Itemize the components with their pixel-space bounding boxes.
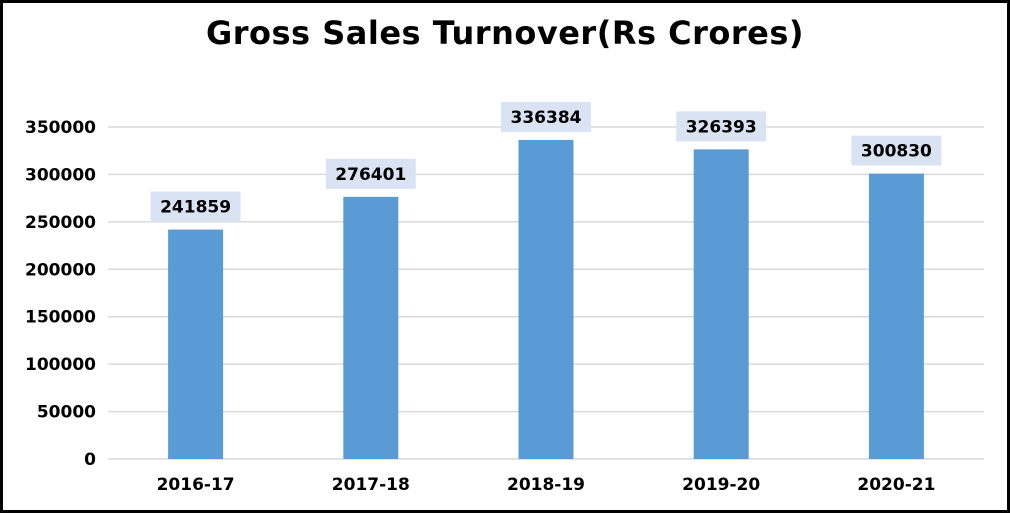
x-tick-label: 2019-20 [682, 475, 760, 495]
data-label-background [150, 191, 241, 222]
data-label: 326393 [686, 117, 757, 137]
y-tick-label: 100000 [25, 355, 96, 375]
bar [518, 139, 574, 459]
x-tick-label: 2020-21 [857, 475, 935, 495]
data-label: 241859 [160, 198, 231, 218]
data-label-background [501, 101, 591, 132]
bar [343, 196, 399, 459]
y-tick-label: 0 [84, 450, 96, 470]
x-tick-label: 2016-17 [157, 475, 235, 495]
data-label: 300830 [861, 142, 932, 162]
data-label: 336384 [511, 108, 582, 128]
x-tick-label: 2017-18 [332, 475, 410, 495]
y-tick-label: 150000 [25, 308, 96, 328]
y-tick-label: 350000 [25, 118, 96, 138]
y-tick-label: 250000 [25, 213, 96, 233]
y-tick-label: 300000 [25, 165, 96, 185]
bar [693, 149, 749, 459]
data-label-background [851, 135, 942, 166]
y-tick-label: 200000 [25, 260, 96, 280]
data-label: 276401 [335, 165, 406, 185]
bar [868, 173, 924, 460]
x-tick-label: 2018-19 [507, 475, 585, 495]
data-label-background [325, 158, 416, 189]
chart-title: Gross Sales Turnover(Rs Crores) [205, 14, 805, 52]
y-tick-label: 50000 [37, 403, 96, 423]
bar [168, 229, 224, 459]
data-label-background [676, 111, 767, 142]
